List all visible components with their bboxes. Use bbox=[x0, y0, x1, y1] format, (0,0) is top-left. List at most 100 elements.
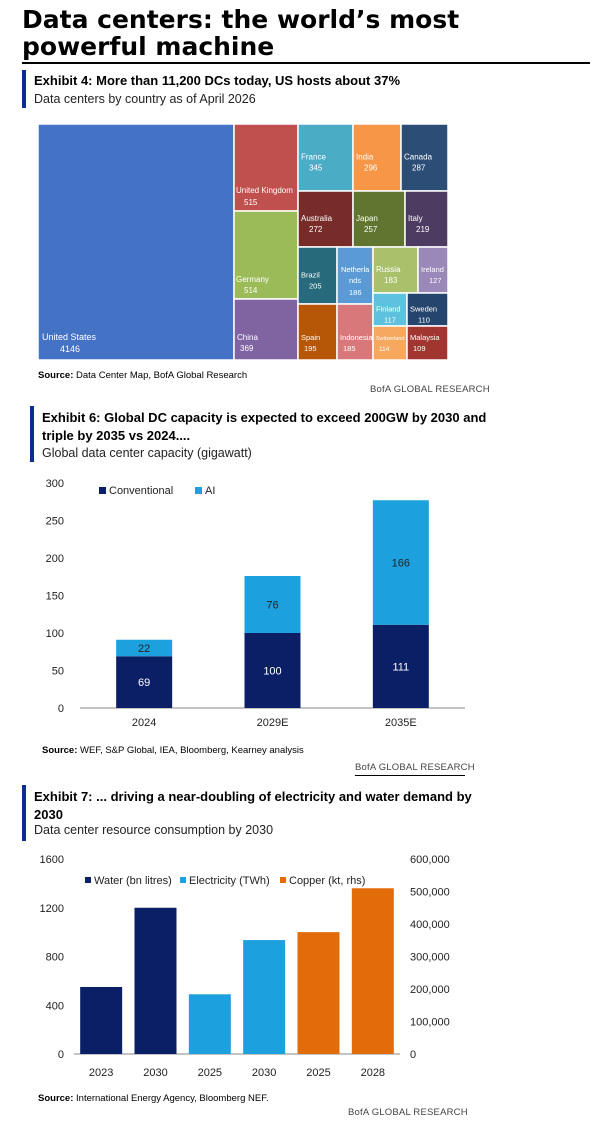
exhibit6-subtitle: Global data center capacity (gigawatt) bbox=[42, 446, 252, 460]
treemap-label-france: France bbox=[301, 153, 326, 162]
treemap-value-finland: 117 bbox=[384, 316, 396, 325]
cap-data-label-ai-2024: 22 bbox=[138, 643, 150, 655]
cap-xtick-2035e: 2035E bbox=[385, 717, 417, 729]
treemap-label-canada: Canada bbox=[404, 153, 433, 162]
treemap-value-united-states: 4146 bbox=[60, 344, 80, 354]
treemap-chart: United States 4146 United Kingdom 515 German… bbox=[38, 124, 448, 360]
capacity-chart: 0 50 100 150 200 250 300 69 22 2024 100 76 2029E 111 1… bbox=[46, 478, 465, 729]
treemap-label-switzerland: Switzerland bbox=[376, 336, 404, 342]
treemap-cell-france: France 345 bbox=[297, 124, 354, 192]
treemap-cell-united-states: United States 4146 bbox=[38, 124, 235, 360]
res-y2tick-0: 0 bbox=[410, 1049, 416, 1061]
treemap-label-japan: Japan bbox=[356, 214, 378, 223]
treemap-value-japan: 257 bbox=[364, 225, 378, 234]
exhibit4-accent-bar bbox=[22, 70, 26, 108]
cap-bar-ai-2035e bbox=[372, 500, 429, 625]
exhibit4-subtitle: Data centers by country as of April 2026 bbox=[34, 92, 256, 106]
treemap-cell-china: China 369 bbox=[233, 298, 299, 360]
treemap-label-china: China bbox=[237, 333, 258, 342]
exhibit7-accent-bar bbox=[22, 785, 26, 841]
treemap-value-spain: 195 bbox=[304, 344, 317, 353]
treemap-rect-canada bbox=[400, 124, 448, 192]
treemap-cell-indonesia: Indonesia 185 bbox=[336, 303, 374, 360]
res-ytick-1600: 1600 bbox=[40, 854, 64, 866]
treemap-value-canada: 287 bbox=[412, 164, 426, 173]
exhibit4-brand: BofA GLOBAL RESEARCH bbox=[370, 384, 490, 395]
treemap-value-germany: 514 bbox=[244, 286, 258, 295]
cap-ytick-250: 250 bbox=[46, 516, 64, 528]
treemap-cell-japan: Japan 257 bbox=[352, 190, 406, 248]
exhibit6-source: Source: WEF, S&P Global, IEA, Bloomberg,… bbox=[42, 745, 304, 756]
treemap-label-australia: Australia bbox=[301, 214, 333, 223]
title-rule bbox=[22, 62, 590, 64]
res-xtick-1: 2030 bbox=[143, 1067, 167, 1079]
treemap-label-united-states: United States bbox=[42, 332, 97, 342]
treemap-cell-ireland: Ireland 127 bbox=[417, 246, 448, 294]
exhibit7-subtitle: Data center resource consumption by 2030 bbox=[34, 823, 274, 837]
cap-ytick-150: 150 bbox=[46, 591, 64, 603]
treemap-cell-india: India 296 bbox=[352, 124, 402, 192]
res-y2tick-600-000: 600,000 bbox=[410, 854, 450, 866]
exhibit6-title: Exhibit 6: Global DC capacity is expecte… bbox=[42, 410, 487, 443]
res-y2tick-300-000: 300,000 bbox=[410, 952, 450, 964]
cap-ytick-100: 100 bbox=[46, 628, 64, 640]
res-legend-swatch-electricity-twh bbox=[180, 877, 186, 883]
treemap-cells: United States 4146 United Kingdom 515 German… bbox=[38, 124, 448, 360]
treemap-value-australia: 272 bbox=[309, 225, 323, 234]
treemap-value-china: 369 bbox=[240, 344, 254, 353]
res-ytick-400: 400 bbox=[46, 1000, 64, 1012]
treemap-cell-netherlands: Netherla nds 186 bbox=[336, 246, 374, 305]
cap-ytick-0: 0 bbox=[58, 703, 64, 715]
treemap-rect-spain bbox=[297, 303, 338, 360]
treemap-rect-malaysia bbox=[406, 325, 448, 360]
cap-bar-conventional-2024 bbox=[116, 656, 173, 708]
treemap-cell-switzerland: Switzerland 114 bbox=[372, 325, 408, 360]
treemap-cell-spain: Spain 195 bbox=[297, 303, 338, 360]
treemap-value-india: 296 bbox=[364, 164, 378, 173]
treemap-rect-japan bbox=[352, 190, 406, 248]
page-title: Data centers: the world’s most powerful … bbox=[22, 5, 460, 61]
exhibit7-source: Source: International Energy Agency, Blo… bbox=[38, 1093, 269, 1104]
cap-xtick-2024: 2024 bbox=[132, 717, 156, 729]
treemap-label-italy: Italy bbox=[408, 214, 423, 223]
res-xtick-3: 2030 bbox=[252, 1067, 276, 1079]
cap-data-label-conventional-2029e: 100 bbox=[263, 666, 281, 678]
cap-data-label-conventional-2035e: 111 bbox=[392, 661, 409, 673]
treemap-cell-united-kingdom: United Kingdom 515 bbox=[233, 124, 299, 212]
cap-bar-conventional-2035e bbox=[372, 624, 429, 708]
treemap-label-united-kingdom: United Kingdom bbox=[236, 186, 293, 195]
exhibit7-brand: BofA GLOBAL RESEARCH bbox=[348, 1107, 468, 1118]
treemap-label-sweden: Sweden bbox=[410, 305, 437, 314]
treemap-label-russia: Russia bbox=[376, 265, 401, 274]
res-bar-copper-kt-rhs-5 bbox=[351, 888, 394, 1054]
treemap-rect-sweden bbox=[406, 292, 448, 327]
res-legend-label-water-bn-litres: Water (bn litres) bbox=[94, 875, 172, 887]
exhibit6-brand: BofA GLOBAL RESEARCH bbox=[355, 762, 475, 773]
treemap-label-indonesia: Indonesia bbox=[340, 333, 373, 342]
treemap-rect-switzerland bbox=[372, 325, 408, 360]
treemap-value-sweden: 110 bbox=[418, 316, 430, 325]
treemap-value-italy: 219 bbox=[416, 225, 430, 234]
treemap-rect-united-states bbox=[38, 124, 235, 360]
res-xtick-4: 2025 bbox=[306, 1067, 330, 1079]
treemap-cell-malaysia: Malaysia 109 bbox=[406, 325, 448, 360]
cap-xtick-2029e: 2029E bbox=[257, 717, 289, 729]
treemap-value-indonesia: 185 bbox=[343, 344, 356, 353]
cap-data-label-ai-2029e: 76 bbox=[266, 600, 278, 612]
treemap-cell-russia: Russia 183 bbox=[372, 246, 419, 294]
treemap-value-ireland: 127 bbox=[429, 276, 442, 285]
treemap-label-spain: Spain bbox=[301, 333, 320, 342]
exhibit4-source: Source: Data Center Map, BofA Global Res… bbox=[38, 370, 248, 381]
treemap-cell-finland: Finland 117 bbox=[372, 292, 408, 327]
treemap-value-united-kingdom: 515 bbox=[244, 198, 258, 207]
treemap-cell-brazil: Brazil 205 bbox=[297, 246, 338, 305]
res-legend-label-electricity-twh: Electricity (TWh) bbox=[189, 875, 270, 887]
treemap-rect-france bbox=[297, 124, 354, 192]
res-xtick-0: 2023 bbox=[89, 1067, 113, 1079]
treemap-label-ireland: Ireland bbox=[421, 265, 444, 274]
treemap-rect-germany bbox=[233, 210, 299, 300]
treemap-label-india: India bbox=[356, 153, 374, 162]
treemap-rect-china bbox=[233, 298, 299, 360]
cap-bar-ai-2024 bbox=[116, 639, 173, 657]
res-ytick-0: 0 bbox=[58, 1049, 64, 1061]
